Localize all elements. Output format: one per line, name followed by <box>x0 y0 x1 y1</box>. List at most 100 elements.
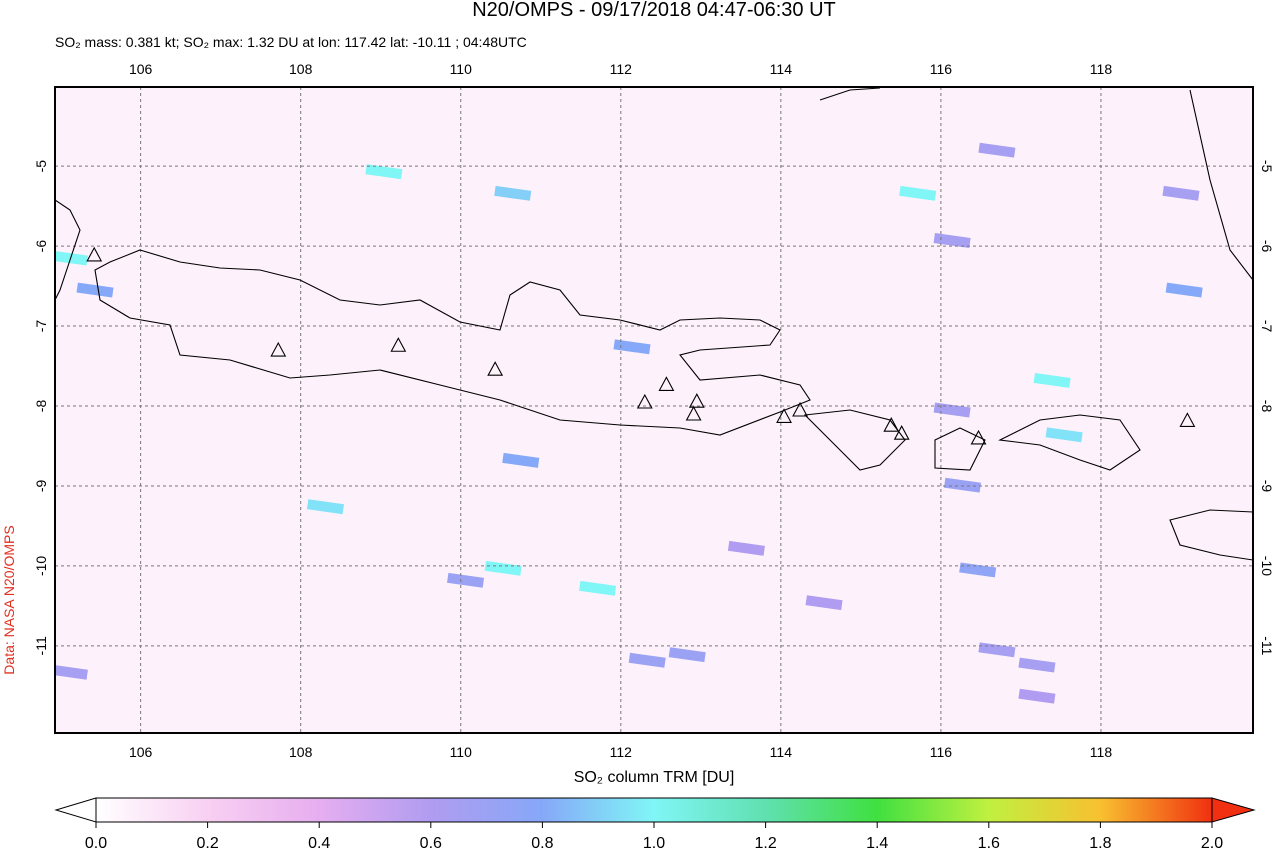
y-tick-label: -5 <box>1259 160 1272 173</box>
colorbar-tick-label: 0.4 <box>308 835 330 852</box>
coast-sulawesi <box>1189 89 1253 281</box>
y-tick-label: -7 <box>33 320 49 333</box>
volcanoes <box>86 246 1196 445</box>
volcano <box>390 337 407 352</box>
graticule: 106 106 108 108 110 110 112 112 114 114 116 116 118 1… <box>33 61 1272 760</box>
coastlines <box>55 87 1253 561</box>
so2-cell <box>55 250 88 266</box>
map-frame <box>54 86 1254 734</box>
x-tick-label: 112 <box>610 61 633 77</box>
colorbar-tick-label: 1.0 <box>643 835 665 852</box>
so2-cell <box>1033 372 1071 388</box>
so2-cell <box>978 142 1016 158</box>
x-tick-label: 114 <box>770 744 793 760</box>
y-tick-label: -9 <box>33 480 49 493</box>
y-tick-label: -8 <box>33 400 49 413</box>
x-tick-label: 110 <box>450 744 473 760</box>
volcano <box>86 246 103 262</box>
colorbar-tick-label: 1.8 <box>1089 835 1111 852</box>
so2-cell <box>502 452 540 468</box>
so2-cell <box>579 580 617 596</box>
map-background <box>55 87 1253 733</box>
y-tick-label: -11 <box>33 636 49 655</box>
y-tick-label: -7 <box>1259 320 1272 333</box>
x-tick-label: 106 <box>129 744 153 760</box>
coast-bali <box>803 409 906 471</box>
so2-cell <box>727 540 765 556</box>
colorbar-tick-label: 0.2 <box>196 835 218 852</box>
coast-sumatra <box>55 199 81 301</box>
x-tick-label: 116 <box>930 744 953 760</box>
so2-cell <box>668 647 706 663</box>
x-tick-label: 114 <box>770 61 793 77</box>
so2-cell <box>1165 282 1203 298</box>
colorbar-label: SO₂ column TRM [DU] <box>574 769 735 786</box>
volcano <box>270 341 287 357</box>
volcano <box>970 429 987 445</box>
title: N20/OMPS - 09/17/2018 04:47-06:30 UT <box>472 0 836 21</box>
so2-cell <box>447 572 485 588</box>
coast-sumbawa <box>998 414 1141 471</box>
coast-java <box>94 249 811 436</box>
colorbar-ticks: 0.0 0.2 0.4 0.6 0.8 1.0 1.2 1.4 1.6 1.8 2.0 <box>85 822 1223 852</box>
so2-cell <box>613 339 651 355</box>
volcano <box>688 393 705 408</box>
so2-cell <box>805 595 843 611</box>
volcano <box>883 417 900 432</box>
colorbar-tick-label: 2.0 <box>1201 835 1223 852</box>
y-tick-label: -11 <box>1259 636 1272 655</box>
colorbar-under <box>54 797 97 823</box>
colorbar <box>95 797 1213 823</box>
subtitle: SO₂ mass: 0.381 kt; SO₂ max: 1.32 DU at … <box>55 34 527 50</box>
y-tick-label: -10 <box>33 556 49 576</box>
so2-cell <box>55 664 88 680</box>
x-tick-label: 110 <box>450 61 473 77</box>
volcano <box>636 393 653 409</box>
colorbar-tick-label: 1.4 <box>866 835 888 852</box>
so2-cell <box>76 282 114 298</box>
so2-cell <box>943 477 982 493</box>
x-tick-label: 112 <box>610 744 633 760</box>
so2-cell <box>484 560 522 576</box>
volcano <box>487 361 504 376</box>
y-tick-label: -8 <box>1259 400 1272 413</box>
colorbar-over <box>1211 797 1256 823</box>
so2-cell <box>628 652 666 668</box>
y-tick-label: -5 <box>33 160 49 173</box>
volcano <box>776 408 792 423</box>
volcano <box>658 376 675 391</box>
volcano <box>1179 412 1196 427</box>
colorbar-tick-label: 0.6 <box>420 835 442 852</box>
so2-cell <box>1162 185 1200 201</box>
x-tick-label: 118 <box>1090 744 1113 760</box>
x-tick-label: 116 <box>930 61 953 77</box>
volcano <box>685 405 702 421</box>
colorbar-tick-label: 0.0 <box>85 835 107 852</box>
so2-cell <box>933 233 971 248</box>
x-tick-label: 108 <box>289 61 313 77</box>
y-tick-label: -9 <box>1259 480 1272 493</box>
coast-sumba <box>1169 509 1253 561</box>
so2-cell <box>494 185 532 201</box>
coast-lombok <box>934 427 986 471</box>
coast-borneo <box>819 87 881 101</box>
so2-cell <box>899 185 937 201</box>
colorbar-tick-label: 1.6 <box>978 835 1000 852</box>
x-tick-label: 108 <box>289 744 313 760</box>
y-tick-label: -6 <box>1259 240 1272 253</box>
so2-cell <box>306 499 345 515</box>
credit: Data: NASA N20/OMPS <box>1 525 17 674</box>
so2-cell <box>1018 688 1056 704</box>
volcano <box>893 425 910 440</box>
so2-cell <box>1045 427 1083 443</box>
y-tick-label: -10 <box>1259 556 1272 576</box>
so2-layer <box>55 142 1203 704</box>
x-tick-label: 106 <box>129 61 153 77</box>
y-tick-label: -6 <box>33 240 49 253</box>
volcano <box>792 401 808 417</box>
colorbar-tick-label: 1.2 <box>754 835 776 852</box>
colorbar-tick-label: 0.8 <box>531 835 553 852</box>
so2-cell <box>1018 657 1056 673</box>
